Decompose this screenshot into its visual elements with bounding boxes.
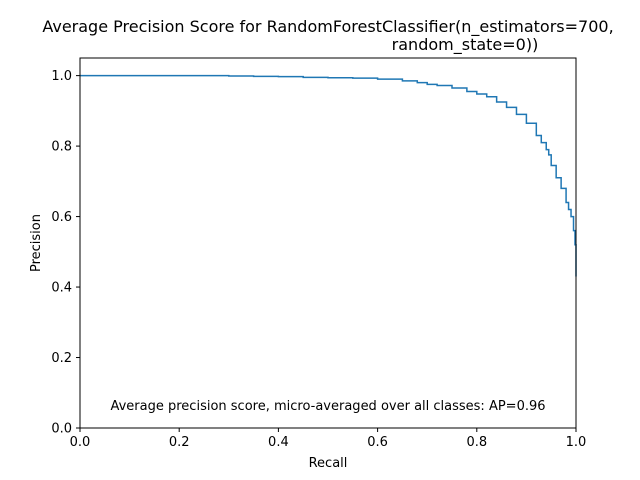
x-axis: 0.0 0.2 0.4 0.6 0.8 1.0	[70, 428, 587, 450]
y-tick-label: 1.0	[51, 69, 72, 84]
chart-title-line-2: random_state=0))	[392, 35, 539, 55]
x-tick-label: 1.0	[566, 435, 587, 450]
x-tick-label: 0.2	[169, 435, 190, 450]
x-tick-label: 0.0	[70, 435, 91, 450]
x-tick-label: 0.6	[367, 435, 388, 450]
plot-area	[80, 74, 577, 277]
chart-title-line-1: Average Precision Score for RandomForest…	[42, 17, 613, 37]
y-tick-label: 0.2	[51, 351, 72, 366]
axes-frame	[79, 57, 577, 429]
y-tick-label: 0.8	[51, 140, 72, 155]
x-axis-label: Recall	[309, 456, 348, 471]
ap-annotation: Average precision score, micro-averaged …	[110, 399, 545, 414]
precision-recall-curve	[80, 74, 577, 277]
y-tick-label: 0.0	[51, 422, 72, 437]
x-tick-label: 0.4	[268, 435, 289, 450]
y-tick-label: 0.4	[51, 281, 72, 296]
y-axis: 0.0 0.2 0.4 0.6 0.8 1.0	[51, 69, 80, 437]
y-axis-label: Precision	[29, 214, 44, 272]
x-tick-label: 0.8	[466, 435, 487, 450]
y-tick-label: 0.6	[51, 210, 72, 225]
